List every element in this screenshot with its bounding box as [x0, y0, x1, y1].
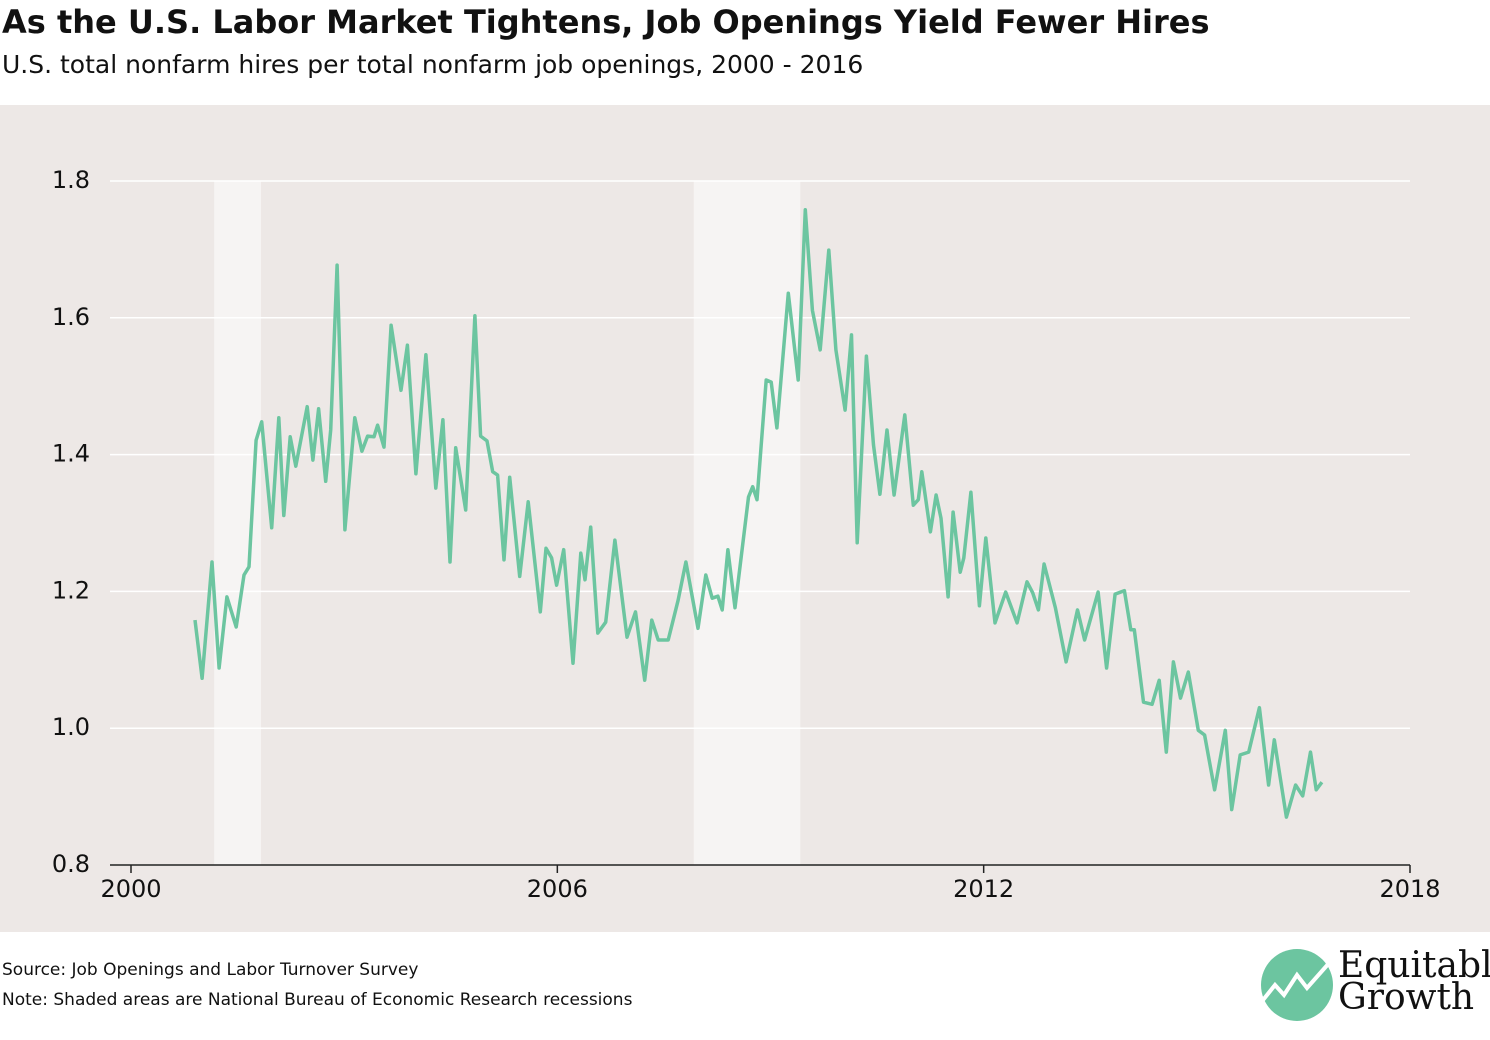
recession-shade — [214, 181, 262, 865]
logo: Equitable Growth — [1261, 945, 1490, 1021]
y-tick-label: 1.6 — [52, 303, 90, 331]
logo-circle — [1261, 949, 1333, 1021]
y-tick-label: 1.2 — [52, 576, 90, 604]
y-tick-label: 1.4 — [52, 440, 90, 468]
logo-text: Equitable — [1338, 945, 1490, 986]
chart-subtitle: U.S. total nonfarm hires per total nonfa… — [2, 50, 863, 79]
note: Note: Shaded areas are National Bureau o… — [2, 990, 633, 1010]
logo-zigzag — [1261, 960, 1332, 1002]
chart-title: As the U.S. Labor Market Tightens, Job O… — [2, 3, 1210, 41]
data-line — [193, 207, 1324, 819]
y-tick-label: 1.8 — [52, 166, 90, 194]
x-tick-label: 2006 — [527, 875, 588, 903]
y-tick-label: 1.0 — [52, 713, 90, 741]
source: Source: Job Openings and Labor Turnover … — [2, 960, 418, 980]
y-tick-label: 0.8 — [52, 850, 90, 878]
x-tick-label: 2012 — [953, 875, 1014, 903]
logo-text: Growth — [1338, 977, 1474, 1018]
x-tick-label: 2000 — [100, 875, 161, 903]
x-tick-label: 2018 — [1379, 875, 1440, 903]
